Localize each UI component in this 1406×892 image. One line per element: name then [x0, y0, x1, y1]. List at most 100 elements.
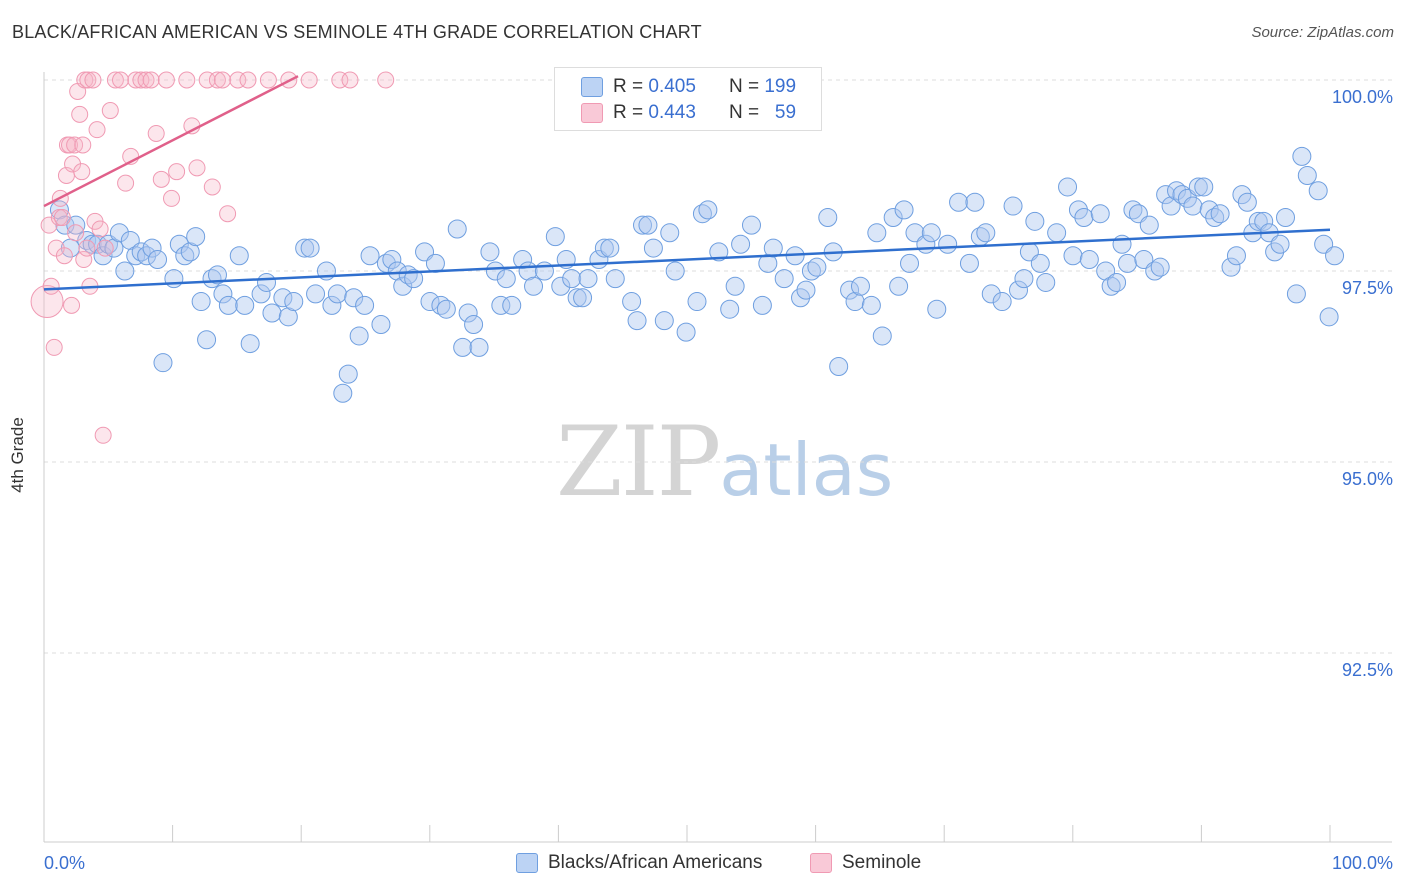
point-blacks-126: [900, 253, 920, 273]
point-seminole-18: [73, 163, 91, 181]
bottom-legend-blacks: Blacks/African Americans: [516, 852, 762, 874]
point-blacks-49: [355, 295, 375, 315]
point-seminole-53: [229, 71, 247, 89]
point-blacks-31: [235, 295, 255, 315]
point-blacks-19: [164, 269, 184, 289]
point-blacks-21: [175, 246, 195, 266]
point-blacks-120: [861, 295, 881, 315]
point-blacks-157: [1117, 253, 1137, 273]
point-blacks-111: [796, 280, 816, 300]
bottom-legend-seminole: Seminole: [810, 852, 921, 874]
point-blacks-22: [180, 242, 200, 262]
trend-line-seminole: [43, 75, 299, 208]
chart-title: BLACK/AFRICAN AMERICAN VS SEMINOLE 4TH G…: [12, 22, 702, 42]
point-blacks-185: [1276, 208, 1296, 228]
point-blacks-65: [458, 303, 478, 323]
point-blacks-140: [1009, 280, 1028, 300]
point-seminole-2: [42, 277, 60, 295]
axes: [43, 72, 1392, 843]
point-blacks-51: [371, 314, 391, 334]
point-seminole-3: [45, 338, 63, 356]
point-blacks-28: [213, 284, 233, 304]
point-blacks-173: [1205, 208, 1225, 228]
series-blacks-points: [49, 146, 1345, 403]
point-blacks-9: [104, 238, 124, 258]
point-blacks-30: [229, 246, 249, 266]
point-seminole-12: [63, 296, 81, 314]
point-blacks-132: [949, 192, 969, 212]
watermark-atlas: atlas: [719, 428, 894, 512]
point-seminole-28: [91, 220, 109, 238]
legend-row-seminole: R = 0.443 N = 59: [581, 101, 796, 125]
point-blacks-104: [741, 215, 761, 235]
point-blacks-86: [600, 238, 620, 258]
point-blacks-64: [453, 337, 473, 357]
legend-r-value-blacks: 0.405: [648, 76, 696, 97]
point-blacks-69: [485, 261, 505, 281]
point-blacks-155: [1107, 272, 1127, 292]
point-seminole-40: [147, 124, 165, 142]
point-blacks-151: [1079, 250, 1099, 270]
point-blacks-36: [273, 288, 293, 308]
point-blacks-83: [578, 269, 598, 289]
point-seminole-47: [188, 159, 206, 177]
point-blacks-26: [202, 269, 222, 289]
bottom-legend-label-seminole: Seminole: [842, 852, 922, 873]
point-blacks-186: [1286, 284, 1306, 304]
point-blacks-11: [115, 261, 135, 281]
bottom-legend-label-blacks: Blacks/African Americans: [548, 852, 763, 873]
point-blacks-57: [404, 269, 424, 289]
point-seminole-45: [178, 71, 196, 89]
point-blacks-18: [153, 353, 173, 373]
point-blacks-33: [251, 284, 271, 304]
point-blacks-59: [420, 292, 440, 312]
point-blacks-134: [965, 192, 985, 212]
point-blacks-152: [1090, 204, 1110, 224]
point-blacks-34: [257, 272, 277, 292]
point-blacks-101: [720, 299, 740, 319]
point-blacks-181: [1254, 211, 1274, 231]
point-seminole-51: [214, 71, 231, 89]
point-blacks-130: [927, 299, 947, 319]
point-blacks-96: [676, 322, 696, 342]
point-blacks-66: [464, 314, 484, 334]
legend-n-label: N =: [728, 76, 760, 97]
point-seminole-54: [239, 71, 257, 89]
trend-lines: [43, 75, 1331, 291]
point-blacks-47: [344, 288, 364, 308]
point-seminole-34: [117, 174, 135, 192]
point-seminole-37: [132, 71, 150, 89]
point-blacks-141: [1014, 269, 1034, 289]
point-seminole-55: [259, 71, 277, 89]
legend-n-value-seminole: 59: [774, 102, 797, 123]
point-blacks-119: [850, 276, 870, 296]
point-blacks-10: [109, 223, 129, 243]
point-blacks-124: [889, 276, 909, 296]
point-blacks-113: [807, 257, 827, 277]
point-blacks-192: [1325, 246, 1345, 266]
point-blacks-184: [1270, 234, 1290, 254]
y-tick-label-0: 92.5%: [1342, 660, 1393, 680]
legend-swatch-blacks: [581, 77, 603, 97]
point-seminole-38: [137, 71, 155, 89]
point-blacks-138: [992, 292, 1012, 312]
point-blacks-187: [1292, 146, 1312, 166]
point-blacks-191: [1319, 307, 1339, 327]
point-blacks-114: [818, 208, 838, 228]
point-blacks-143: [1025, 211, 1045, 231]
point-blacks-71: [496, 269, 516, 289]
point-blacks-97: [687, 292, 707, 312]
point-blacks-20: [169, 234, 189, 254]
point-seminole-44: [168, 163, 186, 181]
point-blacks-35: [262, 303, 282, 323]
point-seminole-32: [106, 71, 124, 89]
point-blacks-6: [88, 234, 108, 254]
point-seminole-23: [79, 71, 97, 89]
point-blacks-25: [197, 330, 217, 350]
bottom-legend-swatch-seminole: [810, 853, 832, 873]
point-blacks-139: [1003, 196, 1023, 216]
point-blacks-77: [545, 227, 565, 247]
point-blacks-38: [284, 292, 304, 312]
point-seminole-11: [61, 136, 78, 154]
point-blacks-50: [360, 246, 380, 266]
